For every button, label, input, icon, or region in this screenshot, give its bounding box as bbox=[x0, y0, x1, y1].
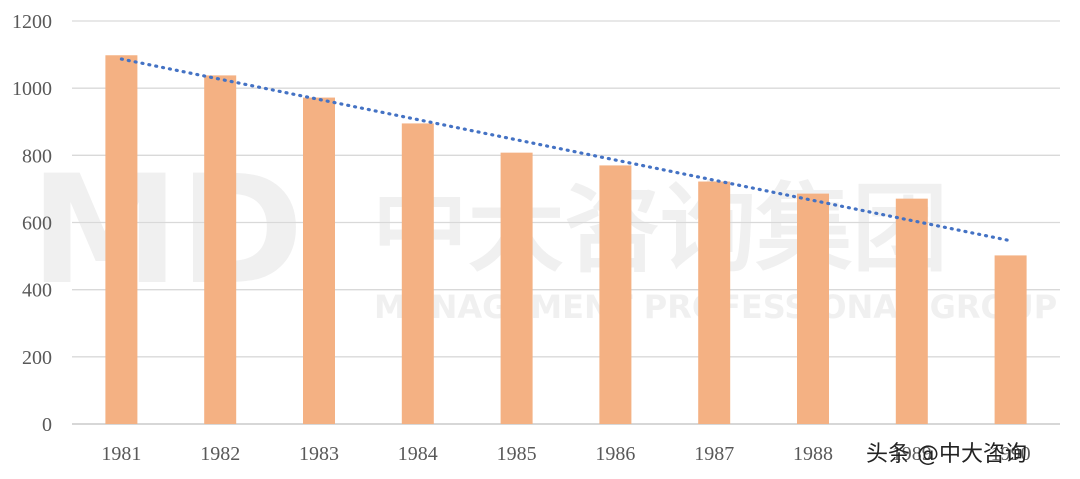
bar-1981 bbox=[105, 55, 138, 424]
bar-1987 bbox=[698, 181, 731, 424]
bar-1986 bbox=[599, 165, 632, 425]
x-tick-label: 1983 bbox=[299, 443, 339, 465]
y-tick-label: 0 bbox=[42, 414, 52, 436]
y-tick-label: 400 bbox=[22, 280, 52, 302]
x-axis: 1981 1982 1983 1984 1985 1986 1987 1988 1989 1990 bbox=[101, 443, 1030, 465]
y-tick-label: 1000 bbox=[12, 78, 52, 100]
bar-1989 bbox=[895, 198, 928, 424]
y-tick-label: 600 bbox=[22, 213, 52, 235]
x-tick-label: 1981 bbox=[101, 443, 141, 465]
x-tick-label: 1982 bbox=[200, 443, 240, 465]
y-tick-label: 200 bbox=[22, 347, 52, 369]
watermark-name-cn: 中大咨询集团 bbox=[372, 173, 948, 285]
gridlines bbox=[72, 20, 1060, 425]
bar-1982 bbox=[204, 75, 237, 424]
watermark: MD 中大咨询集团 MANAGEMENT PROFESSIONAL GROUP bbox=[30, 144, 1057, 326]
y-tick-label: 1200 bbox=[12, 11, 52, 33]
x-tick-label: 1984 bbox=[398, 443, 438, 465]
bar-1983 bbox=[303, 97, 335, 424]
y-axis: 0 200 400 600 800 1000 1200 bbox=[12, 11, 52, 436]
x-tick-label: 1985 bbox=[497, 443, 537, 465]
bar-1984 bbox=[401, 123, 434, 424]
x-tick-label: 1986 bbox=[595, 443, 635, 465]
source-tag: 头条 @中大咨询 bbox=[866, 442, 1027, 467]
watermark-logo: MD bbox=[30, 144, 304, 318]
x-tick-label: 1990 bbox=[991, 443, 1031, 465]
x-tick-label: 1988 bbox=[793, 443, 833, 465]
x-tick-label: 1987 bbox=[694, 443, 734, 465]
bars bbox=[105, 55, 1027, 425]
bar-1988 bbox=[797, 193, 829, 424]
bar-1990 bbox=[994, 255, 1027, 424]
trend-line bbox=[119, 57, 1013, 243]
x-tick-label: 1989 bbox=[892, 443, 932, 465]
y-tick-label: 800 bbox=[22, 145, 52, 167]
bar-1985 bbox=[500, 152, 533, 424]
